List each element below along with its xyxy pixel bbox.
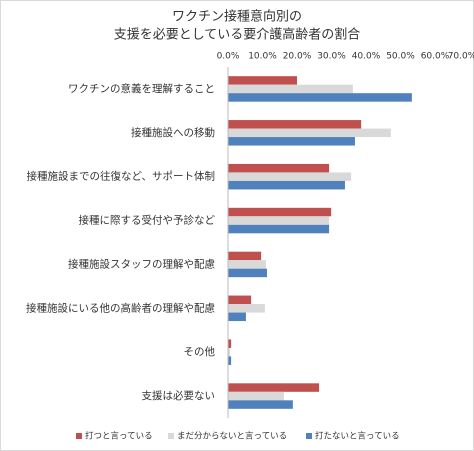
x-tick-label: 0.0% — [217, 52, 240, 62]
bar — [228, 251, 262, 261]
bar — [228, 383, 320, 392]
bar — [228, 84, 353, 94]
y-tick-label: その他 — [184, 345, 216, 358]
bar — [228, 137, 355, 146]
bar — [228, 163, 330, 173]
bar — [228, 224, 330, 234]
legend-label: 打たないと言っている — [315, 431, 400, 442]
x-tick-label: 10.0% — [248, 52, 277, 62]
legend-swatch — [306, 433, 312, 439]
y-tick-label: ワクチンの意義を理解すること — [68, 82, 215, 95]
bar — [228, 216, 330, 225]
bar — [228, 304, 265, 313]
bar — [228, 339, 232, 348]
bar — [228, 295, 252, 305]
bar — [228, 207, 332, 217]
x-tick-label: 60.0% — [421, 52, 450, 62]
x-tick-label: 70.0% — [448, 52, 474, 62]
y-tick-label: 接種施設までの往復など、サポート体制 — [27, 170, 215, 183]
bar — [228, 347, 231, 357]
x-tick-label: 30.0% — [317, 52, 346, 62]
bar — [228, 128, 391, 138]
x-tick-label: 40.0% — [352, 52, 381, 62]
x-tick-label: 50.0% — [386, 52, 415, 62]
legend-swatch — [168, 433, 174, 439]
bar — [228, 76, 297, 85]
bar — [228, 312, 246, 322]
legend-label: まだ分からないと言っている — [177, 431, 287, 442]
y-tick-label: 接種施設スタッフの理解や配慮 — [68, 257, 215, 270]
bar — [228, 120, 362, 129]
bar — [228, 93, 412, 102]
bar — [228, 400, 293, 409]
bar — [228, 268, 267, 278]
legend-label: 打つと言っている — [85, 431, 153, 442]
chart-title: ワクチン接種意向別の — [172, 9, 302, 25]
y-tick-label: 支援は必要ない — [142, 389, 216, 402]
chart-title: 支援を必要としている要介護高齢者の割合 — [114, 27, 361, 43]
bar — [228, 356, 232, 365]
y-tick-label: 接種に際する受付や予診など — [79, 214, 216, 227]
bar — [228, 172, 352, 181]
bar — [228, 391, 284, 401]
legend-swatch — [76, 433, 82, 439]
bar — [228, 260, 266, 269]
bar — [228, 180, 345, 190]
y-tick-label: 接種施設にいる他の高齢者の理解や配慮 — [26, 301, 215, 314]
y-tick-label: 接種施設への移動 — [131, 126, 215, 139]
x-tick-label: 20.0% — [283, 52, 312, 62]
